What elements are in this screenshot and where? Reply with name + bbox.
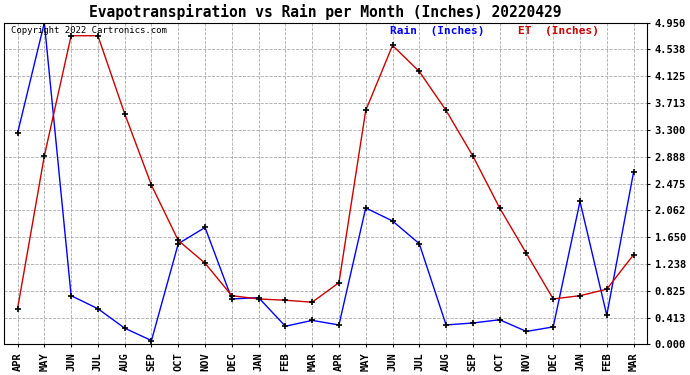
Text: ET  (Inches): ET (Inches) — [518, 26, 600, 36]
Text: Copyright 2022 Cartronics.com: Copyright 2022 Cartronics.com — [10, 26, 166, 35]
Title: Evapotranspiration vs Rain per Month (Inches) 20220429: Evapotranspiration vs Rain per Month (In… — [89, 4, 562, 20]
Text: Rain  (Inches): Rain (Inches) — [390, 26, 484, 36]
